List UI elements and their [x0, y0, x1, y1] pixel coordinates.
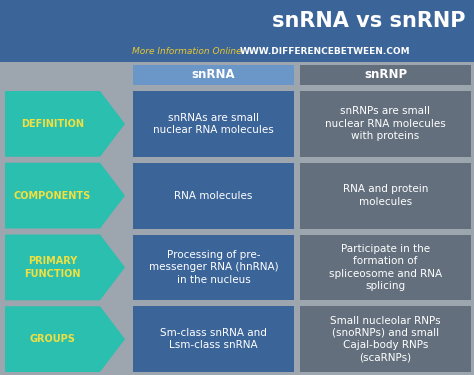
Text: snRNP: snRNP [364, 69, 407, 81]
Bar [300, 65, 471, 85]
Bar [133, 306, 294, 372]
Text: RNA molecules: RNA molecules [174, 190, 253, 201]
Bar [133, 163, 294, 228]
Bar [0, 303, 474, 375]
Bar [133, 234, 294, 300]
Text: More Information Online: More Information Online [132, 48, 242, 57]
Bar [0, 0, 474, 42]
Text: DEFINITION: DEFINITION [21, 119, 84, 129]
Polygon shape [5, 163, 125, 228]
Bar [300, 163, 471, 228]
Text: snRNAs are small
nuclear RNA molecules: snRNAs are small nuclear RNA molecules [153, 112, 274, 135]
Text: GROUPS: GROUPS [29, 334, 75, 344]
Polygon shape [5, 234, 125, 300]
Bar [133, 91, 294, 157]
Text: snRNPs are small
nuclear RNA molecules
with proteins: snRNPs are small nuclear RNA molecules w… [325, 106, 446, 141]
Text: snRNA vs snRNP: snRNA vs snRNP [273, 11, 466, 31]
Text: Sm-class snRNA and
Lsm-class snRNA: Sm-class snRNA and Lsm-class snRNA [160, 328, 267, 350]
Bar [133, 65, 294, 85]
Bar [0, 42, 474, 62]
Bar [300, 234, 471, 300]
Text: WWW.DIFFERENCEBETWEEN.COM: WWW.DIFFERENCEBETWEEN.COM [240, 48, 410, 57]
Text: snRNA: snRNA [191, 69, 235, 81]
Polygon shape [5, 306, 125, 372]
Text: Processing of pre-
messenger RNA (hnRNA)
in the nucleus: Processing of pre- messenger RNA (hnRNA)… [149, 250, 278, 285]
Polygon shape [5, 91, 125, 157]
Bar [300, 91, 471, 157]
Text: Participate in the
formation of
spliceosome and RNA
splicing: Participate in the formation of spliceos… [329, 244, 442, 291]
Text: Small nucleolar RNPs
(snoRNPs) and small
Cajal-body RNPs
(scaRNPs): Small nucleolar RNPs (snoRNPs) and small… [330, 315, 441, 363]
Text: PRIMARY
FUNCTION: PRIMARY FUNCTION [24, 256, 81, 279]
Text: COMPONENTS: COMPONENTS [14, 190, 91, 201]
Bar [0, 231, 474, 303]
Bar [0, 160, 474, 231]
Text: RNA and protein
molecules: RNA and protein molecules [343, 184, 428, 207]
Bar [0, 62, 474, 88]
Bar [0, 88, 474, 160]
Bar [300, 306, 471, 372]
